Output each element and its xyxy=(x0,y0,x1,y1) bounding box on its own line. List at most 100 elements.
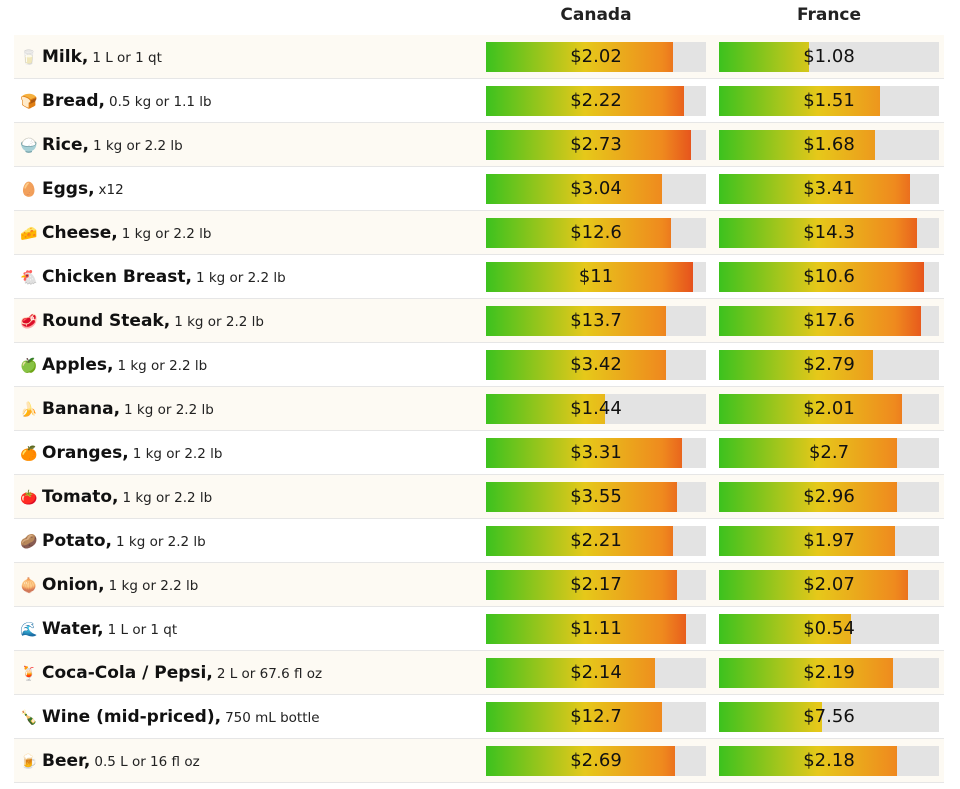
price-label-canada: $12.6 xyxy=(570,222,622,243)
item-unit: 1 L or 1 qt xyxy=(107,622,178,638)
bar-track-france: $1.08 xyxy=(719,42,939,72)
bar-france xyxy=(719,350,873,380)
price-label-france: $10.6 xyxy=(803,266,855,287)
bar-track-france: $1.97 xyxy=(719,526,939,556)
table-row: 🥩 Round Steak, 1 kg or 2.2 lb $13.7 $17.6 xyxy=(14,299,944,343)
bar-track-canada: $3.31 xyxy=(486,438,706,468)
potato-icon: 🥔 xyxy=(20,534,38,550)
item-unit: 1 L or 1 qt xyxy=(92,50,162,66)
price-label-canada: $2.73 xyxy=(570,134,622,155)
bar-france xyxy=(719,570,909,600)
item-name: Chicken Breast, xyxy=(42,267,192,287)
row-label: 🍅 Tomato, 1 kg or 2.2 lb xyxy=(20,475,212,519)
tomato-icon: 🍅 xyxy=(20,490,38,506)
bar-france xyxy=(719,658,893,688)
price-label-canada: $2.22 xyxy=(570,90,622,111)
water-wave-icon: 🌊 xyxy=(20,622,38,638)
price-label-canada: $1.11 xyxy=(570,618,622,639)
row-label: 🍌 Banana, 1 kg or 2.2 lb xyxy=(20,387,214,431)
table-row: 🧀 Cheese, 1 kg or 2.2 lb $12.6 $14.3 xyxy=(14,211,944,255)
bar-canada xyxy=(486,658,656,688)
row-label: 🐔 Chicken Breast, 1 kg or 2.2 lb xyxy=(20,255,285,299)
soda-icon: 🍹 xyxy=(20,666,38,682)
table-row: 🥛 Milk, 1 L or 1 qt $2.02 $1.08 xyxy=(14,35,944,79)
table-row: 🌊 Water, 1 L or 1 qt $1.11 $0.54 xyxy=(14,607,944,651)
item-unit: x12 xyxy=(98,182,124,198)
bar-track-canada: $2.21 xyxy=(486,526,706,556)
row-label: 🍺 Beer, 0.5 L or 16 fl oz xyxy=(20,739,200,783)
item-unit: 1 kg or 2.2 lb xyxy=(124,402,214,418)
row-label: 🥔 Potato, 1 kg or 2.2 lb xyxy=(20,519,205,563)
item-name: Water, xyxy=(42,619,104,639)
item-unit: 1 kg or 2.2 lb xyxy=(174,314,264,330)
row-label: 🍏 Apples, 1 kg or 2.2 lb xyxy=(20,343,207,387)
bar-canada xyxy=(486,702,662,732)
table-row: 🍚 Rice, 1 kg or 2.2 lb $2.73 $1.68 xyxy=(14,123,944,167)
price-label-canada: $2.02 xyxy=(570,46,622,67)
bar-track-france: $2.79 xyxy=(719,350,939,380)
row-label: 🍹 Coca-Cola / Pepsi, 2 L or 67.6 fl oz xyxy=(20,651,322,695)
table-row: 🍅 Tomato, 1 kg or 2.2 lb $3.55 $2.96 xyxy=(14,475,944,519)
price-label-france: $1.68 xyxy=(803,134,855,155)
bar-track-france: $2.7 xyxy=(719,438,939,468)
price-label-france: $2.96 xyxy=(803,486,855,507)
orange-icon: 🍊 xyxy=(20,446,38,462)
table-row: 🍞 Bread, 0.5 kg or 1.1 lb $2.22 $1.51 xyxy=(14,79,944,123)
price-label-canada: $2.21 xyxy=(570,530,622,551)
item-unit: 750 mL bottle xyxy=(225,710,320,726)
row-label: 🧀 Cheese, 1 kg or 2.2 lb xyxy=(20,211,211,255)
item-name: Eggs, xyxy=(42,179,95,199)
bar-canada xyxy=(486,482,678,512)
item-name: Bread, xyxy=(42,91,105,111)
item-name: Rice, xyxy=(42,135,89,155)
bar-canada xyxy=(486,42,673,72)
bar-france xyxy=(719,86,880,116)
bar-track-canada: $2.14 xyxy=(486,658,706,688)
bar-track-france: $7.56 xyxy=(719,702,939,732)
price-label-canada: $3.55 xyxy=(570,486,622,507)
table-row: 🥔 Potato, 1 kg or 2.2 lb $2.21 $1.97 xyxy=(14,519,944,563)
price-label-canada: $11 xyxy=(578,266,614,287)
bar-canada xyxy=(486,614,687,644)
column-header-canada: Canada xyxy=(560,5,632,25)
item-unit: 1 kg or 2.2 lb xyxy=(132,446,223,462)
bar-canada xyxy=(486,394,605,424)
price-label-france: $2.01 xyxy=(803,398,855,419)
bar-france xyxy=(719,746,898,776)
row-label: 🌊 Water, 1 L or 1 qt xyxy=(20,607,177,651)
item-name: Apples, xyxy=(42,355,114,375)
price-label-france: $2.18 xyxy=(803,750,855,771)
bar-track-france: $0.54 xyxy=(719,614,939,644)
bar-france xyxy=(719,482,898,512)
table-row: 🐔 Chicken Breast, 1 kg or 2.2 lb $11 $10.6 xyxy=(14,255,944,299)
onion-icon: 🧅 xyxy=(20,578,38,594)
item-name: Cheese, xyxy=(42,223,118,243)
bar-track-france: $1.51 xyxy=(719,86,939,116)
bar-track-canada: $12.7 xyxy=(486,702,706,732)
item-unit: 0.5 L or 16 fl oz xyxy=(94,754,200,770)
bar-track-canada: $2.73 xyxy=(486,130,706,160)
bar-france xyxy=(719,702,823,732)
bar-track-canada: $2.69 xyxy=(486,746,706,776)
bar-canada xyxy=(486,174,662,204)
item-name: Beer, xyxy=(42,751,91,771)
bar-canada xyxy=(486,262,693,292)
column-header-france: France xyxy=(796,5,862,25)
table-row: 🍹 Coca-Cola / Pepsi, 2 L or 67.6 fl oz $2.1… xyxy=(14,651,944,695)
bar-track-canada: $12.6 xyxy=(486,218,706,248)
table-row: 🍏 Apples, 1 kg or 2.2 lb $3.42 $2.79 xyxy=(14,343,944,387)
bar-track-canada: $2.22 xyxy=(486,86,706,116)
table-row: 🍺 Beer, 0.5 L or 16 fl oz $2.69 $2.18 xyxy=(14,739,944,783)
price-label-canada: $3.42 xyxy=(570,354,622,375)
bar-track-canada: $2.02 xyxy=(486,42,706,72)
bar-track-france: $2.01 xyxy=(719,394,939,424)
beer-mug-icon: 🍺 xyxy=(20,754,38,770)
item-unit: 1 kg or 2.2 lb xyxy=(122,490,213,506)
table-row: 🧅 Onion, 1 kg or 2.2 lb $2.17 $2.07 xyxy=(14,563,944,607)
price-label-canada: $2.17 xyxy=(570,574,622,595)
item-unit: 1 kg or 2.2 lb xyxy=(117,358,208,374)
bar-track-france: $14.3 xyxy=(719,218,939,248)
price-label-canada: $3.31 xyxy=(570,442,622,463)
price-label-france: $3.41 xyxy=(803,178,855,199)
bar-track-france: $17.6 xyxy=(719,306,939,336)
